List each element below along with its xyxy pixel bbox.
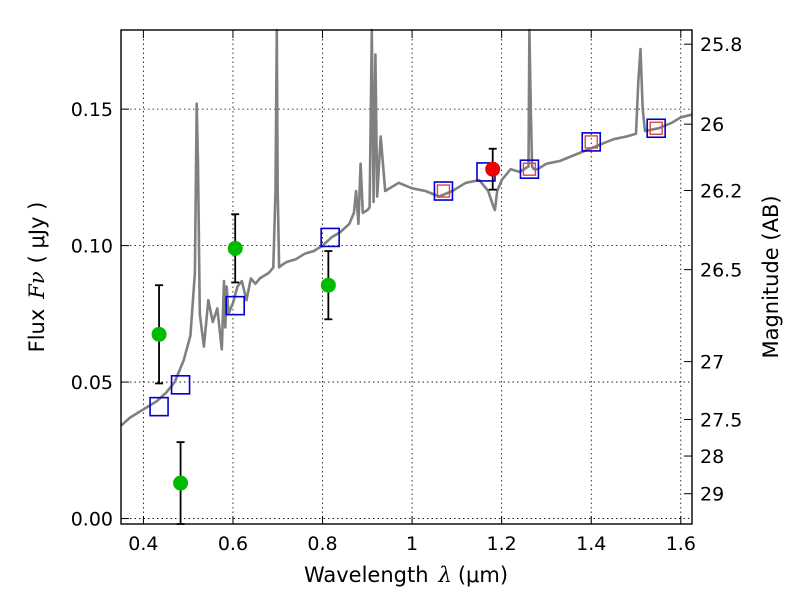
x-tick-label: 0.4 — [128, 533, 158, 555]
y-axis-label: FluxFν( μJy ) — [25, 202, 49, 353]
photometry-point — [320, 277, 336, 293]
right-tick-label: 26.5 — [700, 260, 742, 282]
right-tick-label: 26 — [700, 114, 724, 136]
right-tick-label: 27 — [700, 352, 724, 374]
y-tick-label: 0.15 — [71, 99, 113, 121]
model-photometry-square — [149, 396, 169, 417]
plot-frame — [120, 29, 693, 525]
y-tick-label: 0.10 — [71, 236, 113, 258]
x-tick-label: 1.6 — [666, 533, 696, 555]
x-tick-label: 1 — [406, 533, 418, 555]
photometry-point — [151, 326, 167, 342]
right-tick-label: 28 — [700, 446, 724, 468]
synthetic-bandpass-square — [436, 184, 451, 198]
y-axis-right-label: Magnitude (AB) — [759, 195, 783, 358]
model-photometry-square — [646, 118, 666, 139]
photometry-point — [173, 475, 189, 491]
right-tick-label: 25.8 — [700, 34, 742, 56]
photometry-point — [227, 240, 243, 256]
synthetic-bandpass-square — [584, 135, 598, 149]
model-photometry-square — [581, 132, 602, 152]
model-photometry-square — [170, 375, 191, 395]
y-tick-label: 0.05 — [71, 372, 113, 394]
grid — [121, 30, 692, 524]
right-tick-label: 29 — [700, 484, 724, 506]
x-tick-label: 0.8 — [307, 533, 337, 555]
synthetic-bandpass-square — [649, 121, 663, 135]
model-photometry-square — [320, 227, 340, 248]
x-axis-label: Wavelength λ (μm) — [304, 563, 508, 587]
tick-labels: 0.4 0.6 0.8 1 1.2 1.4 1.6 0.00 0.05 0.10 0.15 25.8 2… — [71, 34, 743, 555]
model-photometry-square — [225, 295, 245, 316]
markers — [149, 118, 666, 525]
right-tick-label: 26.2 — [700, 180, 742, 202]
model-photometry-square — [433, 181, 454, 201]
x-tick-label: 0.6 — [218, 533, 248, 555]
x-tick-label: 1.2 — [487, 533, 517, 555]
x-tick-label: 1.4 — [576, 533, 606, 555]
y-tick-label: 0.00 — [71, 509, 113, 531]
ticks — [121, 30, 692, 524]
photometry-point — [485, 161, 501, 177]
right-tick-label: 27.5 — [700, 409, 742, 431]
synthetic-bandpass-square — [522, 162, 537, 176]
model-photometry-square — [519, 159, 540, 179]
